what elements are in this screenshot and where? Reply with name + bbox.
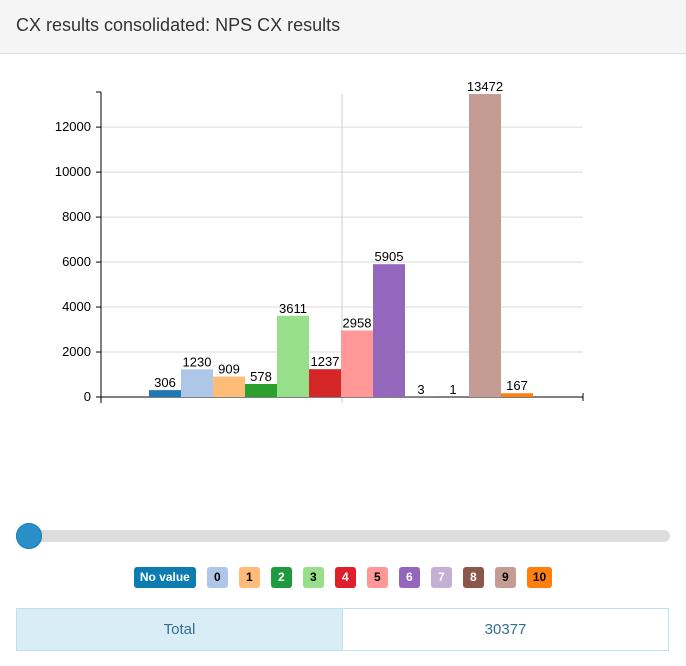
bar-value-label: 5905	[375, 249, 404, 264]
bar-value-label: 1230	[183, 354, 212, 369]
bar-value-label: 909	[218, 362, 240, 377]
legend-item-6[interactable]: 6	[398, 567, 420, 588]
legend-item-3[interactable]: 3	[302, 567, 324, 588]
bar-value-label: 1	[449, 382, 456, 397]
legend-item-10[interactable]: 10	[526, 567, 553, 588]
bar-3	[277, 315, 309, 397]
bar-5	[341, 330, 373, 397]
bar-value-label: 2958	[343, 315, 372, 330]
legend-item-9[interactable]: 9	[494, 567, 516, 588]
y-tick-label: 2000	[62, 344, 91, 359]
legend-item-no-value[interactable]: No value	[133, 567, 196, 588]
bar-1	[213, 376, 245, 397]
bar-no-value	[149, 390, 181, 397]
bar-0	[181, 369, 213, 397]
bar-chart: 0 2000 4000 6000 8000 10000 12000 306 1230 909 578…	[55, 79, 584, 404]
legend-item-7[interactable]: 7	[430, 567, 452, 588]
slider-handle[interactable]	[16, 523, 42, 549]
bar-value-label: 13472	[467, 79, 503, 94]
bar-value-label: 167	[506, 378, 528, 393]
bar-value-label: 306	[154, 375, 176, 390]
y-tick-label: 0	[84, 389, 91, 404]
bar-4	[309, 369, 341, 397]
legend-item-2[interactable]: 2	[270, 567, 292, 588]
page-title: CX results consolidated: NPS CX results	[16, 15, 341, 35]
legend-item-1[interactable]: 1	[238, 567, 260, 588]
y-tick-label: 12000	[55, 119, 91, 134]
legend-item-0[interactable]: 0	[206, 567, 228, 588]
legend-item-8[interactable]: 8	[462, 567, 484, 588]
bar-9	[469, 94, 501, 397]
y-tick-label: 4000	[62, 299, 91, 314]
y-tick-label: 8000	[62, 209, 91, 224]
bar-6	[373, 264, 405, 397]
bar-value-label: 3	[417, 382, 424, 397]
total-value: 30377	[484, 621, 527, 638]
legend-item-5[interactable]: 5	[366, 567, 388, 588]
bar-value-label: 3611	[279, 301, 307, 316]
y-tick-label: 10000	[55, 164, 91, 179]
range-slider[interactable]	[16, 523, 670, 549]
legend-item-4[interactable]: 4	[334, 567, 356, 588]
bar-value-label: 1237	[311, 354, 340, 369]
y-tick-label: 6000	[62, 254, 91, 269]
bar-value-label: 578	[250, 369, 272, 384]
bar-2	[245, 384, 277, 397]
total-table: Total 30377	[16, 608, 669, 651]
legend: No value 0 1 2 3 4 5 6 7 8 9 10	[0, 567, 686, 589]
total-label: Total	[17, 609, 343, 650]
page-header: CX results consolidated: NPS CX results	[0, 0, 686, 54]
bar-10	[501, 393, 533, 397]
